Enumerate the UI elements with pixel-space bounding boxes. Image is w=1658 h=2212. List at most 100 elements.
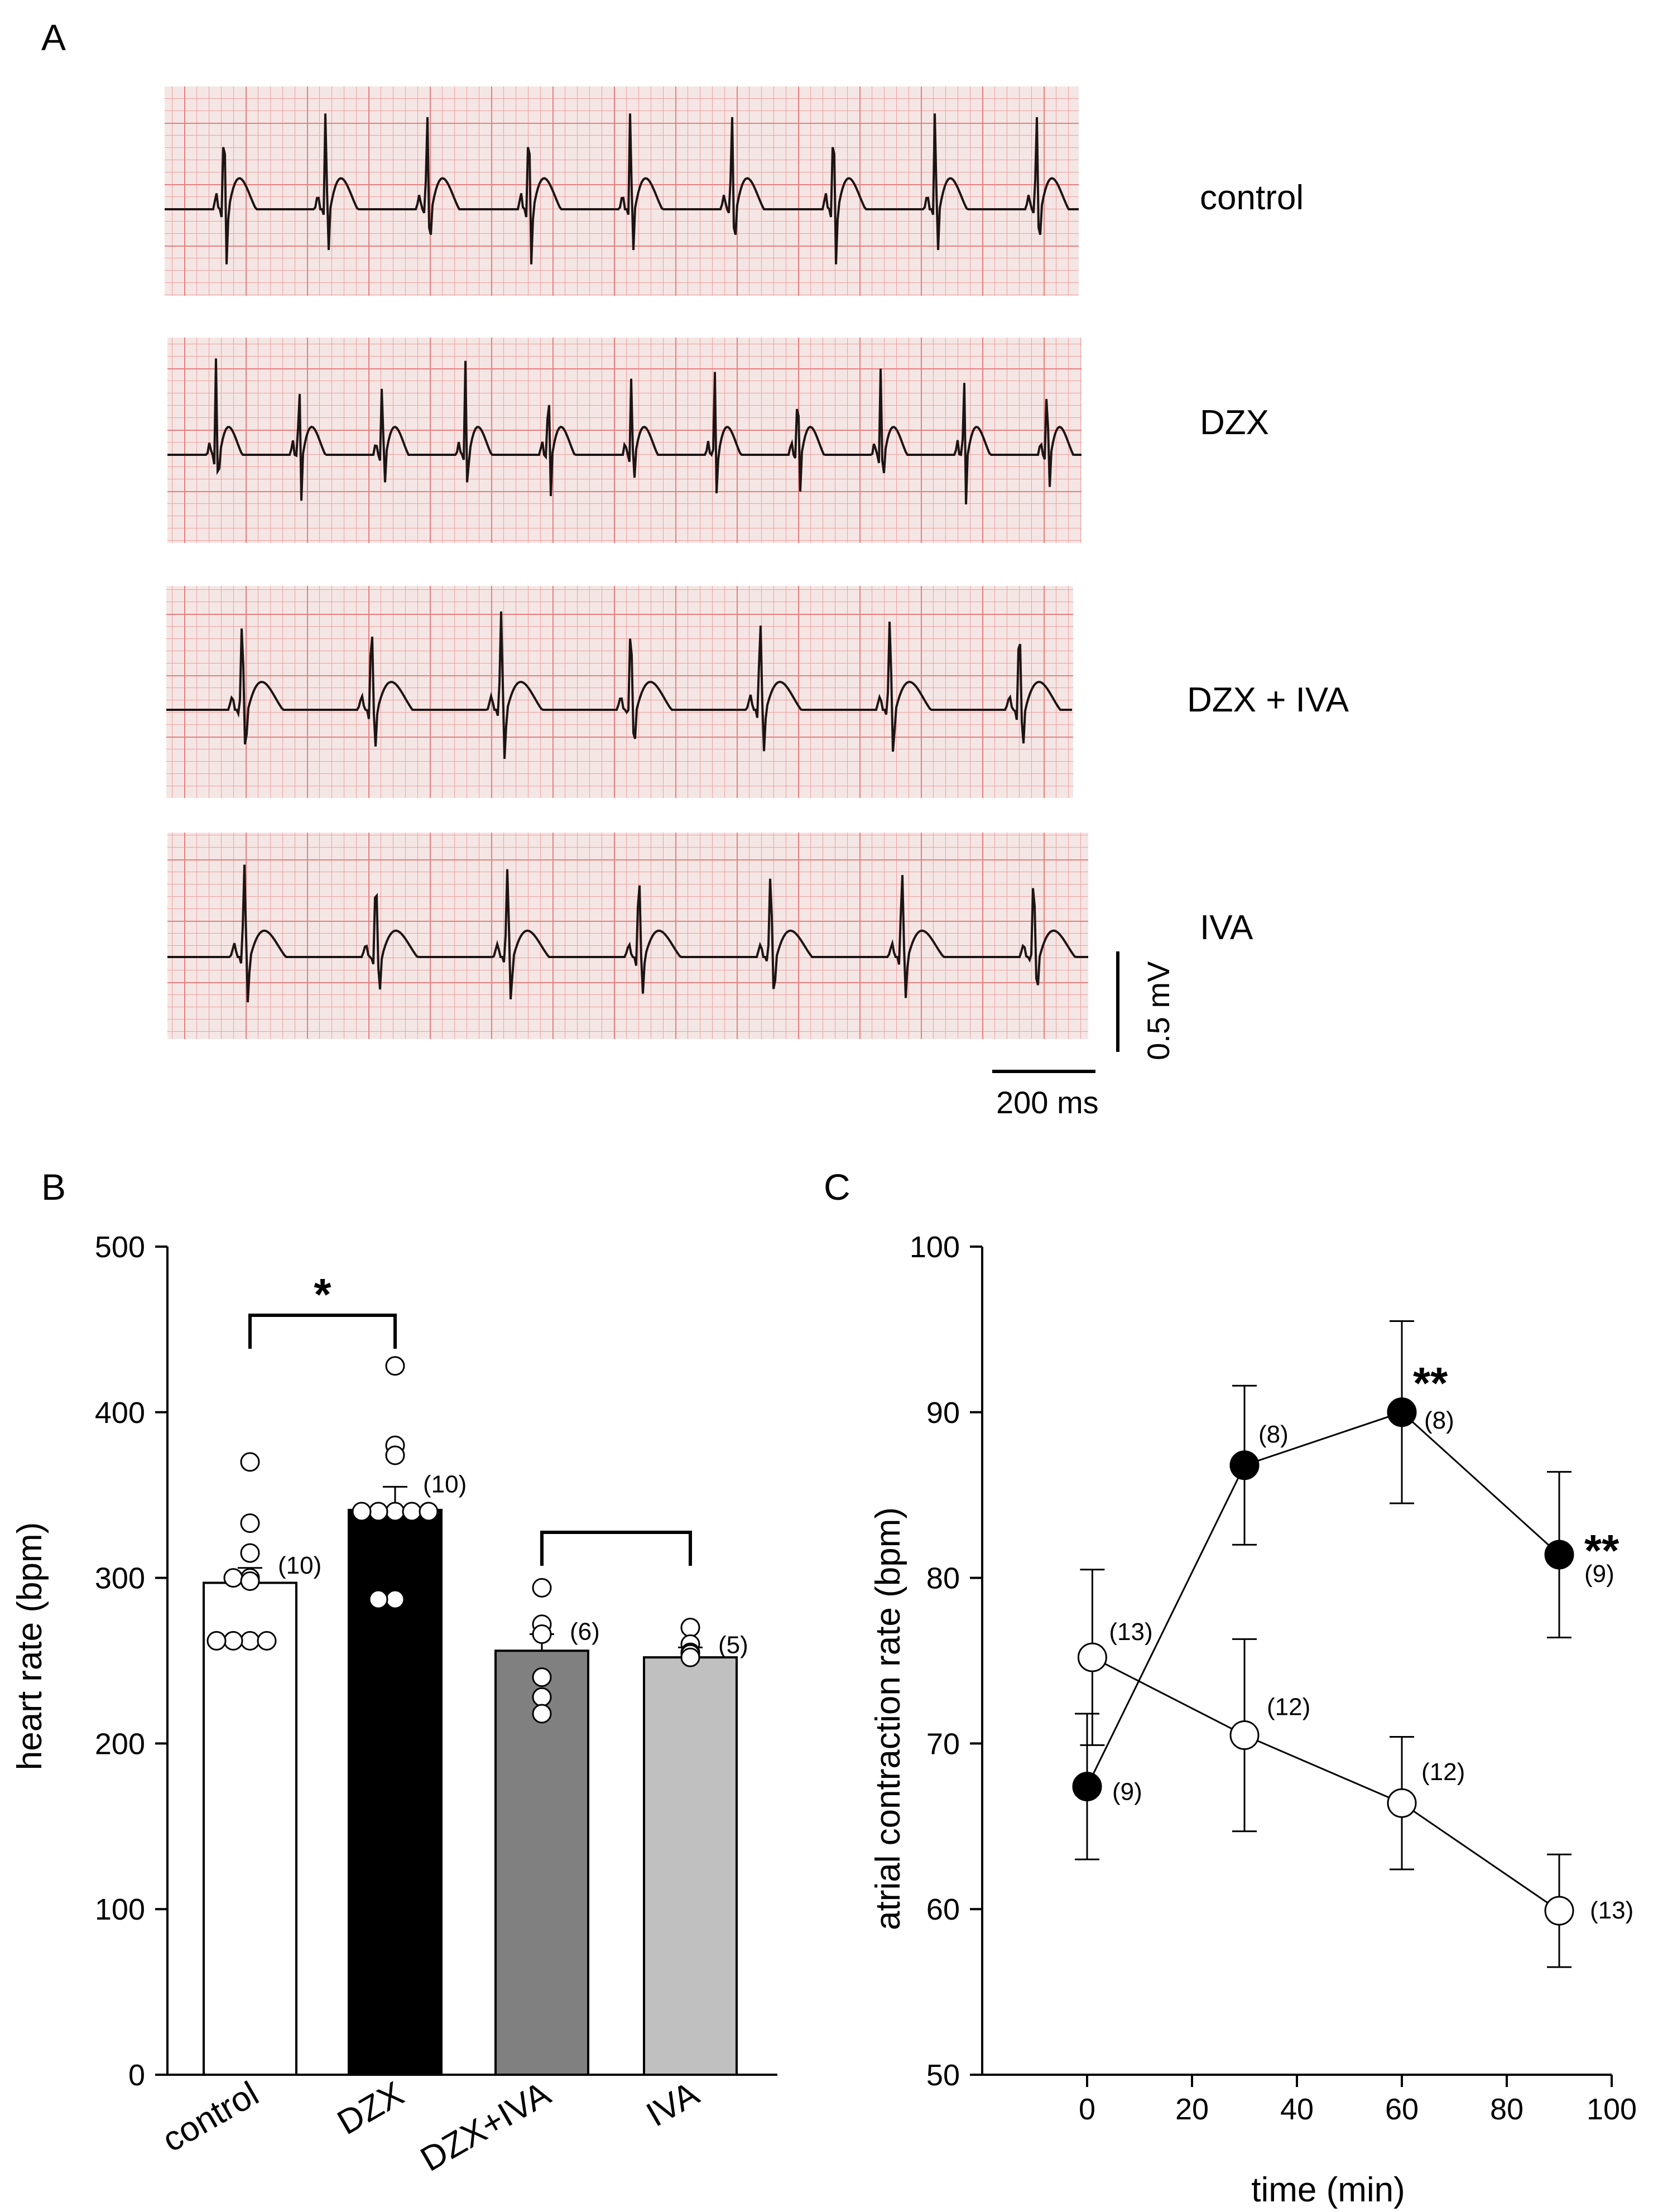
panel-c-letter: C xyxy=(824,1166,850,1208)
scale-bars: 0.5 mV 200 ms xyxy=(992,951,1176,1120)
ecg-trace-label: IVA xyxy=(1200,908,1253,947)
data-point xyxy=(680,1618,700,1638)
data-point xyxy=(419,1502,439,1522)
data-point xyxy=(532,1704,552,1724)
voltage-scale-label: 0.5 mV xyxy=(1141,961,1176,1060)
data-point-open xyxy=(1387,1788,1417,1818)
n-label: (12) xyxy=(1267,1694,1310,1721)
ecg-grid xyxy=(166,586,1073,798)
y-tick-label: 100 xyxy=(95,1893,145,1926)
n-label: (6) xyxy=(570,1618,600,1646)
n-label: (9) xyxy=(1112,1778,1142,1806)
n-label: (12) xyxy=(1421,1758,1465,1786)
data-point xyxy=(385,1589,405,1609)
data-point xyxy=(532,1687,552,1707)
data-point xyxy=(532,1667,552,1687)
x-tick-label: 40 xyxy=(1280,2093,1314,2126)
data-point-open xyxy=(1544,1896,1574,1926)
significance-label: * xyxy=(314,1270,331,1319)
n-label: (13) xyxy=(1590,1897,1633,1924)
data-point-open xyxy=(1077,1642,1107,1672)
data-point-filled xyxy=(1544,1540,1574,1570)
ecg-trace xyxy=(167,358,1082,504)
x-tick-label: 20 xyxy=(1175,2093,1209,2126)
y-tick-label: 0 xyxy=(128,2059,145,2092)
panel-a-letter: A xyxy=(41,17,66,58)
n-label: (13) xyxy=(1109,1618,1152,1646)
data-point xyxy=(240,1452,260,1472)
panel-b-letter: B xyxy=(41,1166,66,1208)
y-tick-label: 80 xyxy=(926,1562,960,1595)
n-label: (10) xyxy=(278,1552,321,1579)
data-point-filled xyxy=(1229,1450,1260,1480)
significance-bracket xyxy=(248,1314,397,1349)
data-point xyxy=(240,1631,260,1651)
n-label: (10) xyxy=(423,1470,467,1498)
y-tick-label: 60 xyxy=(926,1893,960,1926)
ecg-trace-label: DZX + IVA xyxy=(1187,681,1349,719)
x-tick-label: 60 xyxy=(1385,2093,1419,2126)
x-tick-label: 100 xyxy=(1587,2093,1637,2126)
data-point xyxy=(368,1502,388,1522)
y-axis-title: heart rate (bpm) xyxy=(11,1522,49,1771)
y-tick-label: 50 xyxy=(926,2059,960,2092)
ecg-strip-iva: IVA xyxy=(167,833,1253,1039)
data-point-open xyxy=(1229,1720,1260,1751)
x-axis-title: time (min) xyxy=(1251,2171,1405,2209)
x-tick-label: 0 xyxy=(1079,2093,1095,2126)
y-tick-label: 90 xyxy=(926,1396,960,1430)
ecg-strip-control: control xyxy=(165,86,1304,296)
data-point xyxy=(680,1647,700,1667)
ecg-trace xyxy=(166,611,1072,759)
category-label: DZX xyxy=(331,2074,410,2142)
series-line-filled xyxy=(1086,1411,1560,1787)
data-point xyxy=(223,1631,243,1651)
data-point xyxy=(385,1445,405,1465)
n-label: (8) xyxy=(1258,1421,1289,1448)
time-scale-label: 200 ms xyxy=(996,1085,1099,1120)
bar-3 xyxy=(643,1656,738,2076)
ecg-trace xyxy=(165,113,1079,265)
n-label: (9) xyxy=(1584,1560,1614,1588)
x-tick-label: 80 xyxy=(1490,2093,1524,2126)
category-label: IVA xyxy=(640,2074,706,2134)
significance-bracket xyxy=(540,1531,692,1566)
category-label: control xyxy=(156,2074,265,2160)
ecg-trace-label: DZX xyxy=(1200,403,1269,442)
data-point xyxy=(352,1502,372,1522)
y-tick-label: 70 xyxy=(926,1727,960,1761)
y-tick-label: 400 xyxy=(95,1396,145,1430)
data-point xyxy=(385,1502,405,1522)
significance-label: ** xyxy=(1584,1526,1619,1575)
data-point xyxy=(240,1513,260,1533)
y-tick-label: 200 xyxy=(95,1727,145,1761)
panel-c-chart: atrial contraction rate (bpm) time (min)… xyxy=(869,1230,1637,2209)
panel-b-chart: heart rate (bpm) 0 100 200 300 400 500 (10) con… xyxy=(11,1230,777,2179)
data-point xyxy=(257,1631,277,1651)
n-label: (8) xyxy=(1424,1407,1454,1434)
data-point xyxy=(240,1543,260,1563)
ecg-trace xyxy=(167,864,1088,1003)
bar-0 xyxy=(203,1581,297,2076)
data-point xyxy=(368,1589,388,1609)
data-point xyxy=(206,1631,227,1651)
significance-label: ** xyxy=(1413,1358,1448,1408)
series-line-open xyxy=(1092,1656,1560,1912)
n-label: (5) xyxy=(718,1631,748,1658)
data-point xyxy=(532,1578,552,1598)
ecg-strip-dzx: DZX xyxy=(167,338,1269,543)
ecg-strip-dzx-iva: DZX + IVA xyxy=(166,586,1349,798)
data-point-filled xyxy=(1387,1397,1417,1427)
ecg-grid xyxy=(165,86,1079,296)
data-point xyxy=(402,1502,422,1522)
ecg-grid xyxy=(167,833,1088,1039)
data-point-filled xyxy=(1072,1772,1102,1802)
data-point xyxy=(532,1624,552,1644)
y-axis-title: atrial contraction rate (bpm) xyxy=(869,1507,907,1930)
data-point xyxy=(240,1571,260,1591)
y-tick-label: 500 xyxy=(95,1230,145,1264)
data-point xyxy=(223,1568,243,1588)
y-tick-label: 100 xyxy=(910,1230,960,1264)
data-point xyxy=(385,1356,405,1376)
